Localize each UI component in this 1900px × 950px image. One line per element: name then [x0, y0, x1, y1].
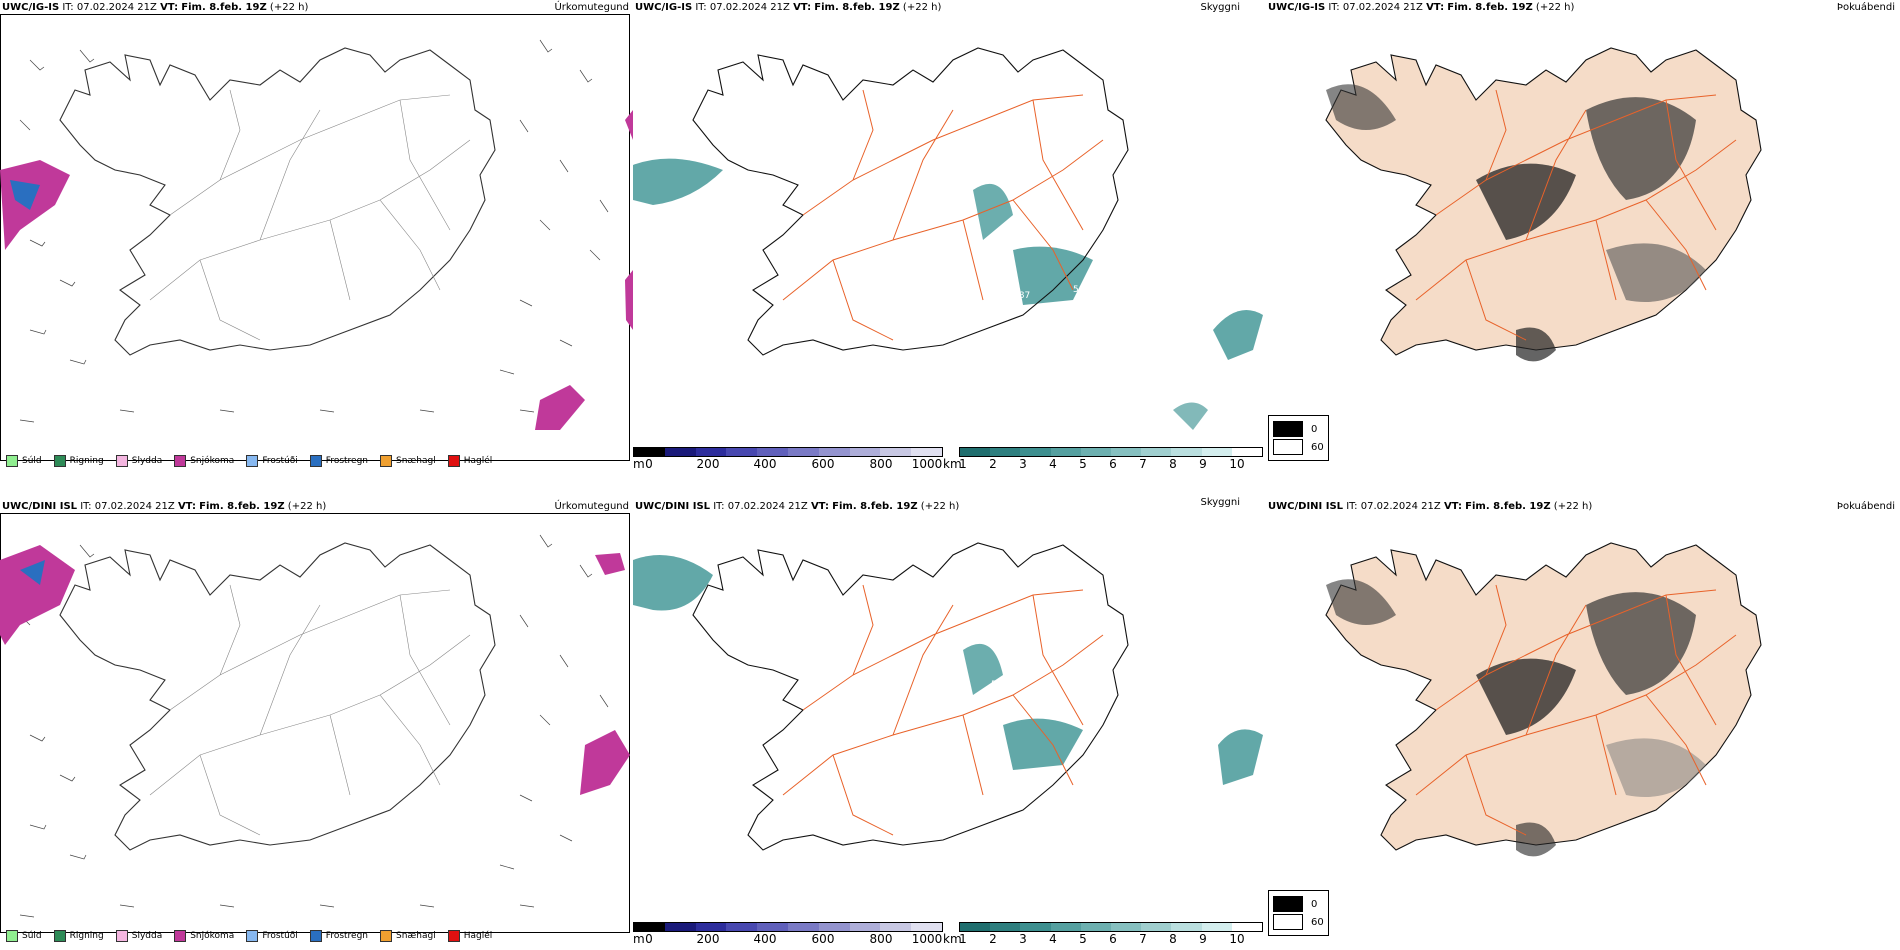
legend-item: Frostúði: [246, 455, 298, 467]
legend-item: Snjókoma: [174, 930, 234, 942]
panel-title: Þokuábendi: [1836, 2, 1895, 13]
panel-header: UWC/IG-IS IT: 07.02.2024 21Z VT: Fim. 8.…: [635, 2, 942, 13]
legend-item: Snæhagl: [380, 455, 436, 467]
iceland-map: [1325, 47, 1762, 362]
vis-label: 215: [945, 248, 962, 258]
visibility-panel-bottom: UWC/DINI ISL IT: 07.02.2024 21Z VT: Fim.…: [633, 475, 1266, 950]
panel-header: UWC/DINI ISL IT: 07.02.2024 21Z VT: Fim.…: [1268, 501, 1593, 512]
panel-header: UWC/IG-IS IT: 07.02.2024 21Z VT: Fim. 8.…: [1268, 2, 1575, 13]
precip-legend: Súld Rigning Slydda Snjókoma Frostúði Fr…: [6, 455, 492, 467]
height-colorbar: m 0 200 400 600 800 1000: [633, 922, 943, 946]
panel-title: Skyggni: [1200, 2, 1240, 13]
legend-item: Haglél: [447, 455, 492, 467]
legend-item: Súld: [6, 930, 42, 942]
height-colorbar: m 0 200 400 600 800 1000: [633, 447, 943, 471]
legend-item: Frostúði: [246, 930, 298, 942]
visibility-panel-top: UWC/IG-IS IT: 07.02.2024 21Z VT: Fim. 8.…: [633, 0, 1266, 475]
precip-legend: Súld Rigning Slydda Snjókoma Frostúði Fr…: [6, 930, 492, 942]
legend-item: Haglél: [447, 930, 492, 942]
freezing-rain-area: [10, 180, 40, 210]
legend-item: Frostregn: [309, 455, 368, 467]
panel-header: UWC/DINI ISL IT: 07.02.2024 21Z VT: Fim.…: [2, 501, 327, 512]
legend-item: Snæhagl: [380, 930, 436, 942]
fog-panel-bottom: UWC/DINI ISL IT: 07.02.2024 21Z VT: Fim.…: [1266, 475, 1899, 950]
vis-label: 507: [1073, 285, 1090, 295]
panel-header: UWC/DINI ISL IT: 07.02.2024 21Z VT: Fim.…: [635, 501, 960, 512]
snow-area: [595, 553, 625, 575]
snow-area: [0, 545, 75, 645]
fog-legend: 0 60: [1268, 415, 1329, 461]
panel-header: UWC/IG-IS IT: 07.02.2024 21Z VT: Fim. 8.…: [2, 2, 309, 13]
vis-label: 226: [947, 725, 964, 735]
vis-label: 587: [1013, 291, 1030, 301]
iceland-map: [1325, 542, 1762, 857]
snow-area: [625, 110, 633, 140]
freezing-rain-area: [20, 560, 45, 585]
legend-item: Slydda: [115, 930, 162, 942]
fog-legend: 0 60: [1268, 890, 1329, 936]
legend-item: Snjókoma: [174, 455, 234, 467]
legend-item: Slydda: [115, 455, 162, 467]
iceland-map: 215 587 507: [633, 47, 1263, 430]
iceland-map: [0, 534, 630, 918]
iceland-map: [0, 39, 633, 430]
legend-item: Rigning: [53, 930, 104, 942]
fog-panel-top: UWC/IG-IS IT: 07.02.2024 21Z VT: Fim. 8.…: [1266, 0, 1899, 475]
legend-item: Frostregn: [309, 930, 368, 942]
vis-label: 520: [991, 680, 1008, 690]
legend-item: Súld: [6, 455, 42, 467]
snow-area: [0, 160, 70, 250]
precip-type-panel-bottom: UWC/DINI ISL IT: 07.02.2024 21Z VT: Fim.…: [0, 475, 633, 950]
iceland-map: 520 226: [633, 542, 1263, 851]
panel-title: Úrkomutegund: [554, 501, 629, 512]
visibility-colorbar: km 1 2 3 4 5 6 7 8 9 10: [943, 447, 1263, 471]
panel-title: Skyggni: [1200, 497, 1240, 508]
panel-title: Úrkomutegund: [554, 2, 629, 13]
snow-area: [535, 385, 585, 430]
snow-area: [580, 730, 630, 795]
snow-area: [625, 270, 633, 330]
legend-item: Rigning: [53, 455, 104, 467]
panel-title: Þokuábendi: [1836, 501, 1895, 512]
precip-type-panel-top: UWC/IG-IS IT: 07.02.2024 21Z VT: Fim. 8.…: [0, 0, 633, 475]
visibility-colorbar: km 1 2 3 4 5 6 7 8 9 10: [943, 922, 1263, 946]
